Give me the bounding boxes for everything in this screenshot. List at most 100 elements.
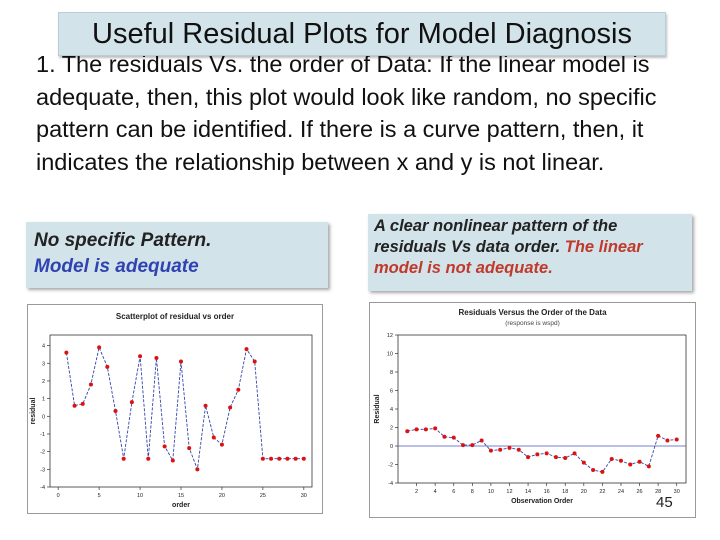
data-point (301, 456, 306, 461)
data-point (80, 401, 85, 406)
data-point (129, 400, 134, 405)
slide-paragraph: 1. The residuals Vs. the order of Data: … (36, 51, 657, 175)
x-axis-label: Observation Order (511, 498, 573, 505)
slide-title: Useful Residual Plots for Model Diagnosi… (58, 12, 666, 56)
data-point (442, 434, 447, 439)
callout-right-part2: The (564, 238, 595, 256)
y-axis-label: Residual (374, 394, 381, 423)
data-point (665, 438, 670, 443)
x-tick-label: 10 (488, 489, 494, 495)
right-residual-plot: Residuals Versus the Order of the Data (r… (369, 302, 696, 518)
x-tick-label: 20 (219, 493, 225, 499)
right-chart-svg: Residuals Versus the Order of the Data (r… (374, 308, 687, 505)
y-tick-label: 2 (390, 426, 393, 432)
data-point (277, 456, 282, 461)
data-point (105, 364, 110, 369)
x-tick-label: 2 (415, 489, 418, 495)
chart-subtitle: (response is wspd) (505, 320, 560, 327)
data-point (461, 443, 466, 448)
x-tick-label: 28 (655, 489, 661, 495)
x-tick-label: 5 (98, 493, 101, 499)
plot-area (49, 334, 313, 488)
data-point (479, 438, 484, 443)
chart-title: Residuals Versus the Order of the Data (458, 308, 607, 317)
x-tick-label: 18 (562, 489, 568, 495)
data-point (252, 359, 257, 364)
data-point (646, 464, 651, 469)
series-line (407, 427, 677, 473)
x-tick-label: 0 (57, 493, 60, 499)
data-point (572, 451, 577, 456)
y-tick-label: -4 (40, 485, 45, 491)
data-point (609, 456, 614, 461)
callout-right-part3: linear model is not adequate. (374, 238, 643, 277)
data-point (433, 426, 438, 431)
data-point (516, 447, 521, 452)
data-point (195, 467, 200, 472)
data-point (414, 427, 419, 432)
y-tick-label: 6 (390, 389, 393, 395)
data-point (88, 382, 93, 387)
callout-left-line1: No specific Pattern. (34, 230, 212, 251)
x-tick-label: 16 (544, 489, 550, 495)
data-point (535, 452, 540, 457)
left-chart-svg: Scatterplot of residual vs order -4 -3 -2 -1… (30, 312, 313, 509)
data-point (244, 347, 249, 352)
plot-area (397, 334, 687, 484)
y-tick-label: -2 (388, 463, 393, 469)
data-point (228, 405, 233, 410)
x-tick-label: 30 (301, 493, 307, 499)
x-tick-label: 30 (674, 489, 680, 495)
data-point (146, 456, 151, 461)
y-axis-label: residual (30, 398, 37, 425)
y-tick-label: 0 (390, 444, 393, 450)
y-tick-label: 10 (387, 352, 393, 358)
data-point (498, 447, 503, 452)
data-point (219, 442, 224, 447)
y-tick-label: 1 (42, 397, 45, 403)
x-tick-label: 12 (506, 489, 512, 495)
x-tick-label: 24 (618, 489, 624, 495)
data-point (154, 355, 159, 360)
data-point (138, 354, 143, 359)
callout-right-part1: A clear nonlinear pattern of the residua… (374, 217, 618, 256)
x-tick-label: 25 (260, 493, 266, 499)
data-point (451, 435, 456, 440)
data-point (591, 468, 596, 473)
data-point (581, 460, 586, 465)
data-point (405, 429, 410, 434)
y-tick-label: 4 (390, 407, 393, 413)
data-point (470, 443, 475, 448)
y-tick-label: 8 (390, 370, 393, 376)
data-point (293, 456, 298, 461)
callout-not-adequate: A clear nonlinear pattern of the residua… (368, 214, 692, 291)
data-point (526, 455, 531, 460)
y-tick-label: -4 (388, 481, 393, 487)
chart-title: Scatterplot of residual vs order (116, 312, 234, 321)
data-point (170, 458, 175, 463)
data-point (269, 456, 274, 461)
data-point (72, 403, 77, 408)
x-tick-label: 26 (636, 489, 642, 495)
x-tick-label: 10 (137, 493, 143, 499)
data-point (121, 456, 126, 461)
x-axis-label: order (172, 502, 190, 509)
data-point (600, 469, 605, 474)
y-tick-label: 2 (42, 379, 45, 385)
data-point (423, 427, 428, 432)
data-point (187, 446, 192, 451)
page-number: 45 (656, 494, 673, 511)
y-tick-label: 0 (42, 414, 45, 420)
data-point (553, 455, 558, 460)
data-point (563, 456, 568, 461)
data-point (211, 435, 216, 440)
data-point (179, 359, 183, 364)
y-tick-label: 4 (42, 344, 45, 350)
x-tick-label: 20 (581, 489, 587, 495)
data-point (507, 445, 512, 450)
data-point (285, 456, 290, 461)
callout-left-line2: Model is adequate (34, 256, 199, 277)
data-point (236, 387, 241, 392)
callout-adequate: No specific Pattern. Model is adequate (26, 222, 328, 288)
y-tick-label: -3 (40, 467, 45, 473)
